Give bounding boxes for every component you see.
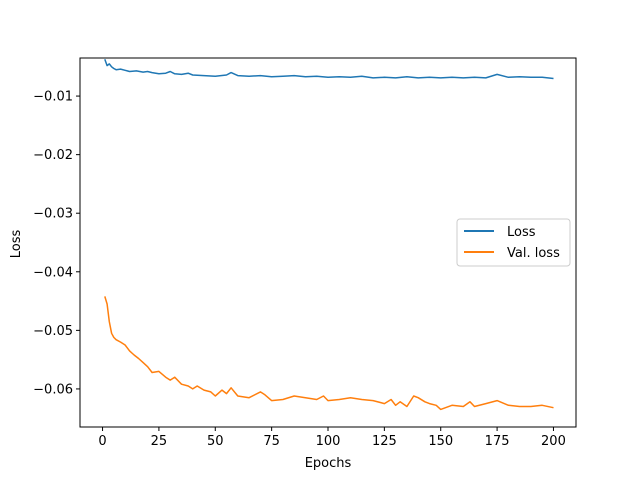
x-tick-label: 125 [372,434,397,449]
x-tick-label: 175 [485,434,510,449]
y-tick-label: −0.04 [33,265,73,280]
legend: Loss Val. loss [456,218,571,267]
y-axis-ticks: −0.01 −0.02 −0.03 −0.04 −0.05 −0.06 [33,90,80,397]
x-tick-label: 75 [263,434,280,449]
y-tick-label: −0.01 [33,90,73,105]
x-axis-label: Epochs [305,456,352,471]
y-tick-label: −0.05 [33,324,73,339]
y-tick-label: −0.02 [33,148,73,163]
y-tick-label: −0.06 [33,382,73,397]
x-tick-label: 0 [98,434,106,449]
x-axis-ticks: 0 25 50 75 100 125 150 175 200 [98,427,566,449]
x-tick-label: 25 [151,434,168,449]
plot-lines [104,58,554,411]
series-line-0 [104,58,554,80]
x-tick-label: 100 [316,434,341,449]
x-tick-label: 150 [428,434,453,449]
y-axis-label: Loss [9,230,24,259]
y-tick-label: −0.03 [33,207,73,222]
x-tick-label: 50 [207,434,224,449]
legend-label-loss: Loss [507,225,536,240]
legend-label-val-loss: Val. loss [507,246,560,261]
series-line-1 [104,296,554,411]
x-tick-label: 200 [541,434,566,449]
